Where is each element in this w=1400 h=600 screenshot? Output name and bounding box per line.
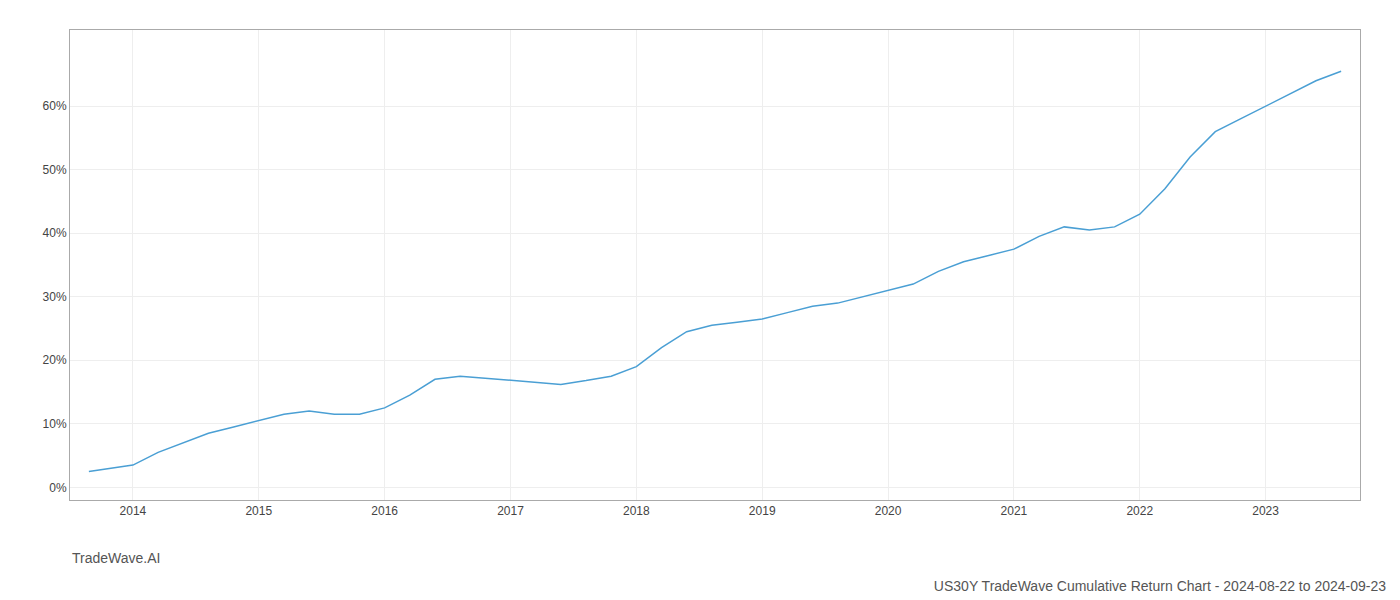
- svg-text:2021: 2021: [1001, 504, 1028, 518]
- svg-text:2023: 2023: [1252, 504, 1279, 518]
- svg-text:2022: 2022: [1126, 504, 1153, 518]
- svg-text:2014: 2014: [120, 504, 147, 518]
- svg-text:10%: 10%: [43, 417, 67, 431]
- svg-text:US30Y TradeWave Cumulative Ret: US30Y TradeWave Cumulative Return Chart …: [934, 578, 1386, 594]
- svg-text:40%: 40%: [43, 226, 67, 240]
- svg-text:2019: 2019: [749, 504, 776, 518]
- svg-text:20%: 20%: [43, 353, 67, 367]
- svg-text:0%: 0%: [49, 481, 67, 495]
- svg-text:2016: 2016: [371, 504, 398, 518]
- svg-text:2018: 2018: [623, 504, 650, 518]
- svg-text:50%: 50%: [43, 163, 67, 177]
- svg-text:60%: 60%: [43, 99, 67, 113]
- svg-text:2017: 2017: [497, 504, 524, 518]
- svg-text:2015: 2015: [245, 504, 272, 518]
- svg-text:30%: 30%: [43, 290, 67, 304]
- svg-text:TradeWave.AI: TradeWave.AI: [72, 550, 160, 566]
- svg-text:2020: 2020: [875, 504, 902, 518]
